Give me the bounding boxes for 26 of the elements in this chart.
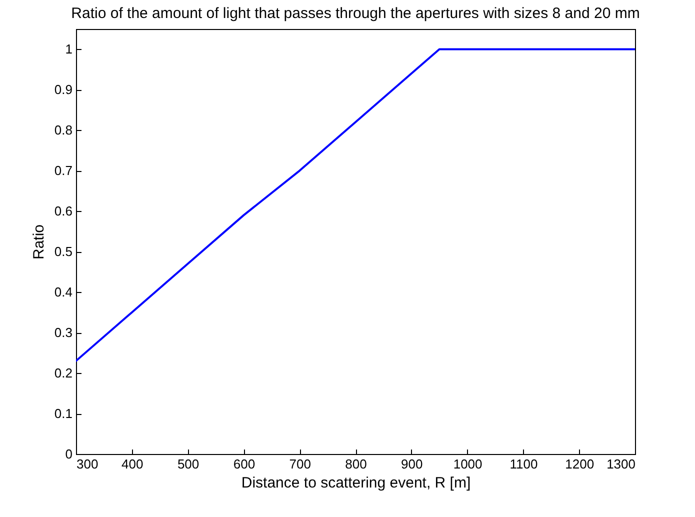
x-tick-label: 300 (76, 456, 98, 472)
x-tick-label: 800 (345, 456, 367, 472)
chart-title: Ratio of the amount of light that passes through the apertures with sizes 8 and 20 mm (71, 5, 640, 22)
y-tick-label: 1 (65, 42, 72, 57)
y-tick-label: 0.1 (54, 406, 72, 422)
y-tick-label: 0.9 (54, 82, 72, 98)
x-tick-label: 500 (177, 456, 200, 472)
y-tick-label: 0.6 (54, 204, 72, 219)
y-tick-label: 0 (65, 446, 72, 462)
y-tick-label: 0.3 (54, 325, 72, 340)
x-tick-label: 1200 (565, 456, 594, 472)
x-tick-label: 1100 (510, 456, 538, 472)
line-series (76, 48, 635, 362)
y-tick-label: 0.2 (54, 366, 72, 381)
x-tick-label: 400 (122, 456, 144, 472)
x-axis-title: Distance to scattering event, R [m] (241, 474, 471, 492)
y-tick-label: 0.7 (54, 163, 72, 178)
x-tick-label: 700 (289, 456, 311, 472)
y-tick-label: 0.8 (54, 122, 72, 138)
x-tick-label: 600 (233, 456, 256, 472)
x-tick-label: 1000 (453, 456, 482, 472)
y-axis-title: Ratio (30, 224, 48, 260)
y-tick-label: 0.5 (54, 244, 72, 260)
y-tick-label: 0.4 (54, 284, 72, 300)
x-tick-label: 900 (401, 456, 423, 472)
x-tick-label: 1300 (606, 456, 636, 472)
